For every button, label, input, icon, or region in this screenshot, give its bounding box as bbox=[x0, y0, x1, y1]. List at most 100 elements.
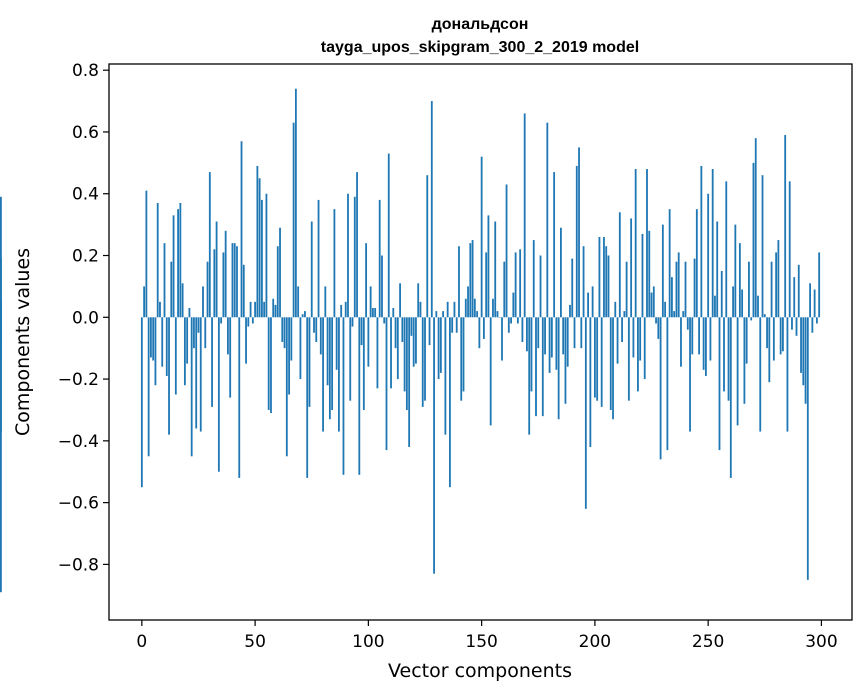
bar bbox=[725, 181, 728, 318]
bar bbox=[482, 317, 485, 339]
bar bbox=[319, 317, 322, 355]
bar bbox=[261, 199, 263, 318]
bar bbox=[539, 255, 542, 318]
bar bbox=[505, 184, 508, 318]
bar bbox=[399, 283, 401, 318]
bar bbox=[161, 317, 164, 367]
bar bbox=[394, 317, 397, 349]
bar bbox=[734, 224, 737, 318]
bar bbox=[519, 249, 522, 318]
bar bbox=[487, 215, 490, 318]
bar bbox=[170, 261, 173, 318]
bar bbox=[331, 317, 334, 410]
bar bbox=[718, 317, 721, 451]
bar bbox=[569, 304, 571, 318]
bar bbox=[288, 317, 290, 395]
y-axis-ticks: −0.8 −0.6 −0.4 −0.2 0.0 0.2 0.4 0.6 0.8 bbox=[58, 61, 109, 575]
x-tick-label: 300 bbox=[805, 632, 837, 652]
bar bbox=[523, 113, 526, 318]
bar bbox=[415, 317, 417, 364]
bar bbox=[603, 236, 605, 318]
bar bbox=[217, 317, 220, 472]
bar bbox=[723, 317, 725, 392]
bar bbox=[0, 258, 2, 318]
bar bbox=[365, 243, 368, 318]
bar bbox=[673, 311, 676, 318]
bar bbox=[227, 317, 229, 355]
bar bbox=[460, 317, 463, 401]
x-axis-ticks: 0 50 100 150 200 250 300 bbox=[136, 620, 838, 652]
bar bbox=[304, 311, 306, 318]
bar bbox=[428, 317, 431, 346]
bar bbox=[560, 227, 562, 318]
bar bbox=[374, 308, 377, 318]
bar bbox=[698, 317, 700, 355]
bar bbox=[528, 317, 531, 435]
x-tick-label: 100 bbox=[352, 632, 384, 652]
bar bbox=[387, 153, 390, 318]
bar bbox=[535, 317, 537, 417]
bar bbox=[605, 246, 608, 318]
bar bbox=[290, 317, 293, 361]
bar bbox=[659, 317, 662, 460]
bar bbox=[492, 298, 494, 318]
bar bbox=[664, 301, 667, 318]
bar bbox=[433, 317, 435, 574]
y-tick-label: −0.4 bbox=[58, 432, 99, 452]
bar bbox=[383, 317, 386, 324]
bar bbox=[263, 301, 266, 318]
bar bbox=[738, 243, 741, 318]
bar bbox=[179, 203, 182, 318]
bar bbox=[537, 317, 540, 349]
bar bbox=[494, 221, 497, 318]
bar bbox=[632, 317, 635, 358]
bar bbox=[163, 243, 166, 318]
bar bbox=[299, 317, 302, 380]
bar bbox=[272, 298, 275, 318]
y-tick-label: 0.6 bbox=[72, 123, 99, 143]
bar bbox=[598, 236, 601, 318]
bar bbox=[306, 317, 309, 478]
bar bbox=[165, 317, 168, 376]
bar bbox=[449, 317, 451, 488]
bar bbox=[231, 243, 234, 318]
bar bbox=[716, 221, 719, 318]
bar bbox=[614, 301, 617, 318]
bar bbox=[489, 317, 492, 426]
bar bbox=[480, 156, 483, 318]
bar bbox=[786, 317, 789, 432]
bar bbox=[677, 252, 680, 318]
bar bbox=[347, 193, 349, 318]
bar bbox=[689, 317, 691, 432]
bar bbox=[342, 317, 345, 475]
bar bbox=[369, 286, 372, 318]
bar bbox=[578, 147, 580, 318]
bar bbox=[550, 317, 553, 358]
bar bbox=[469, 243, 472, 318]
bar bbox=[152, 317, 155, 361]
bar bbox=[657, 317, 660, 339]
bar bbox=[265, 193, 268, 318]
y-tick-label: 0.2 bbox=[72, 247, 99, 267]
bar bbox=[344, 301, 347, 318]
bar bbox=[301, 314, 304, 318]
y-tick-label: −0.2 bbox=[58, 370, 99, 390]
bar bbox=[779, 317, 782, 355]
bar bbox=[333, 209, 336, 318]
bar bbox=[376, 317, 379, 389]
bar bbox=[147, 317, 150, 457]
bar bbox=[240, 141, 243, 318]
bar bbox=[684, 261, 687, 318]
bar bbox=[600, 317, 603, 407]
bar bbox=[367, 317, 370, 367]
bar bbox=[637, 317, 639, 392]
bar bbox=[281, 317, 284, 342]
bar bbox=[772, 317, 775, 361]
bar bbox=[548, 317, 551, 373]
bar bbox=[430, 101, 433, 318]
bar bbox=[150, 317, 152, 358]
y-tick-label: 0.4 bbox=[72, 185, 99, 205]
bar bbox=[0, 317, 2, 593]
bar bbox=[256, 165, 259, 318]
